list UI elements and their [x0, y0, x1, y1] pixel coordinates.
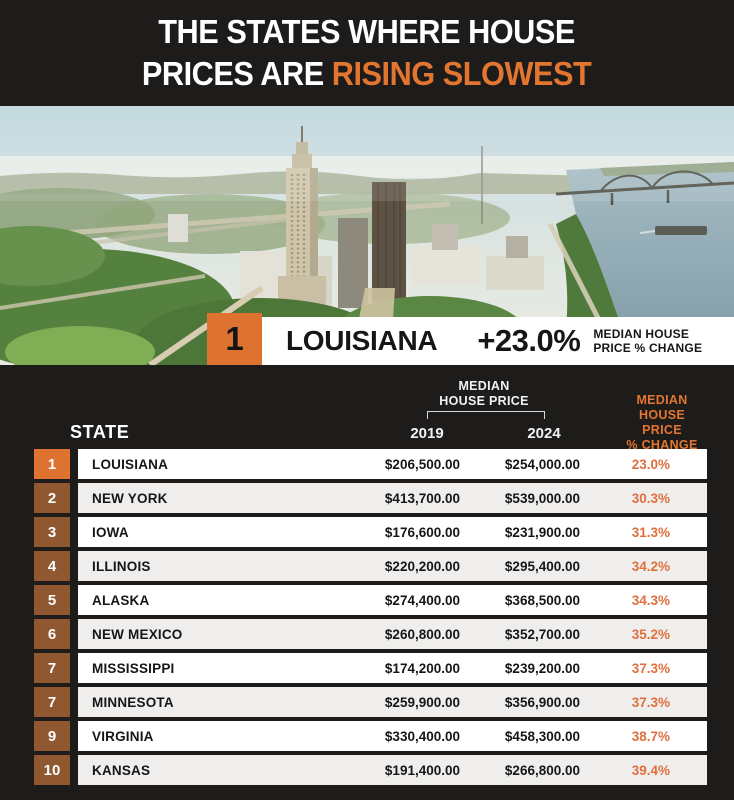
price-2024-cell: $239,200.00: [504, 660, 580, 676]
pct-change-column-header: MEDIAN HOUSE PRICE % CHANGE: [626, 393, 698, 452]
state-cell: NEW MEXICO: [92, 626, 183, 642]
pct-change-cell: 37.3%: [631, 660, 670, 676]
state-cell: KANSAS: [92, 762, 151, 778]
state-cell: VIRGINIA: [92, 728, 154, 744]
price-2019-cell: $274,400.00: [384, 592, 460, 608]
page-title: THE STATES WHERE HOUSE PRICES ARE RISING…: [142, 11, 592, 94]
table-row-body: MINNESOTA $259,900.00 $356,900.00 37.3%: [78, 687, 707, 717]
river-bridge: [555, 170, 734, 205]
table-row-body: NEW MEXICO $260,800.00 $352,700.00 35.2%: [78, 619, 707, 649]
table-row-body: IOWA $176,600.00 $231,900.00 31.3%: [78, 517, 707, 547]
pct-change-cell: 39.4%: [631, 762, 670, 778]
pct-change-cell: 37.3%: [631, 694, 670, 710]
price-2019-cell: $206,500.00: [384, 456, 460, 472]
rank-badge: 5: [34, 585, 70, 615]
price-2024-cell: $458,300.00: [504, 728, 580, 744]
price-2024-cell: $295,400.00: [504, 558, 580, 574]
page-title-line2: PRICES ARE RISING SLOWEST: [142, 55, 592, 92]
rank-badge: 7: [34, 687, 70, 717]
table-row-body: MISSISSIPPI $174,200.00 $239,200.00 37.3…: [78, 653, 707, 683]
pct-change-cell: 31.3%: [631, 524, 670, 540]
state-cell: LOUISIANA: [92, 456, 169, 472]
price-group-header: MEDIAN HOUSE PRICE: [439, 379, 529, 408]
table-row: 9 VIRGINIA $330,400.00 $458,300.00 38.7%: [0, 721, 734, 751]
pct-change-cell: 30.3%: [631, 490, 670, 506]
table-row-body: ALASKA $274,400.00 $368,500.00 34.3%: [78, 585, 707, 615]
price-table-rows: 1 LOUISIANA $206,500.00 $254,000.00 23.0…: [0, 449, 734, 789]
header-banner: THE STATES WHERE HOUSE PRICES ARE RISING…: [0, 0, 734, 106]
hero-metric-label: MEDIAN HOUSE PRICE % CHANGE: [593, 326, 703, 355]
pct-change-cell: 34.2%: [631, 558, 670, 574]
rank-badge: 7: [34, 653, 70, 683]
state-cell: MISSISSIPPI: [92, 660, 175, 676]
year-2024-header: 2024: [527, 425, 561, 442]
state-cell: ILLINOIS: [92, 558, 151, 574]
table-row-body: NEW YORK $413,700.00 $539,000.00 30.3%: [78, 483, 707, 513]
table-row: 5 ALASKA $274,400.00 $368,500.00 34.3%: [0, 585, 734, 615]
table-row-body: KANSAS $191,400.00 $266,800.00 39.4%: [78, 755, 707, 785]
table-row: 6 NEW MEXICO $260,800.00 $352,700.00 35.…: [0, 619, 734, 649]
hero-state-name: LOUISIANA: [286, 325, 438, 356]
price-2019-cell: $330,400.00: [384, 728, 460, 744]
rank-badge: 1: [34, 449, 70, 479]
table-row-body: LOUISIANA $206,500.00 $254,000.00 23.0%: [78, 449, 707, 479]
pct-change-cell: 38.7%: [631, 728, 670, 744]
state-cell: NEW YORK: [92, 490, 168, 506]
page-title-accent: RISING SLOWEST: [332, 55, 592, 92]
table-row: 1 LOUISIANA $206,500.00 $254,000.00 23.0…: [0, 449, 734, 479]
price-2024-cell: $266,800.00: [504, 762, 580, 778]
price-2024-cell: $352,700.00: [504, 626, 580, 642]
pct-change-cell: 35.2%: [631, 626, 670, 642]
rank-badge: 4: [34, 551, 70, 581]
price-2019-cell: $176,600.00: [384, 524, 460, 540]
price-2024-cell: $368,500.00: [504, 592, 580, 608]
mississippi-river: [566, 162, 734, 365]
table-row-body: VIRGINIA $330,400.00 $458,300.00 38.7%: [78, 721, 707, 751]
table-row: 7 MINNESOTA $259,900.00 $356,900.00 37.3…: [0, 687, 734, 717]
price-2024-cell: $539,000.00: [504, 490, 580, 506]
river-barge: [655, 226, 707, 235]
rank-badge: 10: [34, 755, 70, 785]
table-row: 4 ILLINOIS $220,200.00 $295,400.00 34.2%: [0, 551, 734, 581]
price-2019-cell: $220,200.00: [384, 558, 460, 574]
state-cell: IOWA: [92, 524, 129, 540]
table-row: 3 IOWA $176,600.00 $231,900.00 31.3%: [0, 517, 734, 547]
price-2019-cell: $260,800.00: [384, 626, 460, 642]
price-2024-cell: $254,000.00: [504, 456, 580, 472]
price-2019-cell: $174,200.00: [384, 660, 460, 676]
rank-badge: 9: [34, 721, 70, 751]
price-2019-cell: $413,700.00: [384, 490, 460, 506]
rank-badge: 3: [34, 517, 70, 547]
state-column-header: STATE: [70, 422, 130, 442]
price-group-bracket: [427, 411, 545, 419]
table-row: 2 NEW YORK $413,700.00 $539,000.00 30.3%: [0, 483, 734, 513]
rank-badge: 2: [34, 483, 70, 513]
rank-badge: 6: [34, 619, 70, 649]
page-title-line1: THE STATES WHERE HOUSE: [158, 13, 576, 51]
hero-pct-change: +23.0%: [477, 323, 581, 358]
price-2019-cell: $191,400.00: [384, 762, 460, 778]
price-2019-cell: $259,900.00: [384, 694, 460, 710]
price-2024-cell: $231,900.00: [504, 524, 580, 540]
table-row: 7 MISSISSIPPI $174,200.00 $239,200.00 37…: [0, 653, 734, 683]
haze-overlay: [0, 106, 734, 201]
state-cell: ALASKA: [92, 592, 150, 608]
table-row: 10 KANSAS $191,400.00 $266,800.00 39.4%: [0, 755, 734, 785]
hero-banner: LOUISIANA +23.0% MEDIAN HOUSE PRICE % CH…: [262, 317, 734, 365]
hero-rank-badge: 1: [207, 313, 262, 365]
pct-change-cell: 34.3%: [631, 592, 670, 608]
table-row-body: ILLINOIS $220,200.00 $295,400.00 34.2%: [78, 551, 707, 581]
year-2019-header: 2019: [410, 425, 444, 442]
pct-change-cell: 23.0%: [631, 456, 670, 472]
price-2024-cell: $356,900.00: [504, 694, 580, 710]
state-cell: MINNESOTA: [92, 694, 174, 710]
